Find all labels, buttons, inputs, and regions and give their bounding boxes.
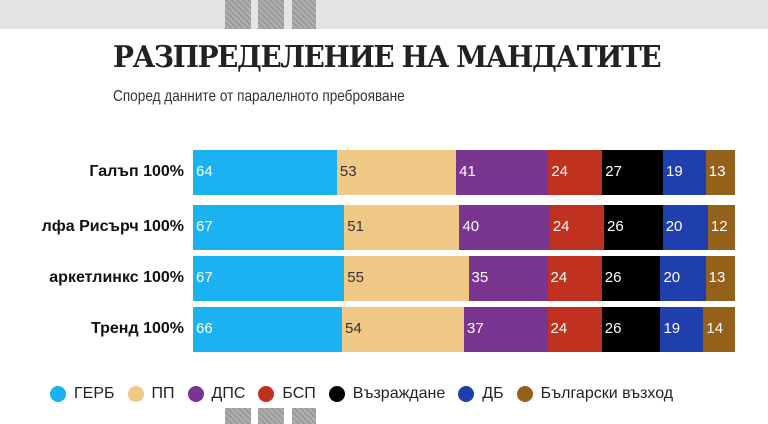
bar-segment: 41	[456, 150, 549, 195]
bar-segment: 12	[707, 205, 735, 250]
data-label: 26	[604, 269, 622, 286]
bar-segment: 55	[344, 256, 469, 301]
legend-item: ДПС	[187, 385, 246, 403]
data-label: 20	[665, 218, 683, 235]
watermark-block	[292, 0, 316, 29]
bar-segment: 13	[705, 256, 735, 301]
legend-dot-icon	[516, 386, 533, 402]
legend-dot-icon	[458, 386, 475, 402]
legend-label: ГЕРБ	[74, 385, 115, 402]
bar-segment: 37	[464, 307, 548, 352]
bar-segment: 54	[342, 307, 464, 352]
data-label: 40	[462, 218, 480, 235]
legend-dot-icon	[50, 386, 66, 402]
bar-segment: 20	[660, 256, 706, 301]
watermark-block	[292, 408, 316, 424]
data-label: 13	[708, 269, 726, 286]
bar-segment: 53	[336, 150, 457, 195]
watermark-block	[258, 0, 284, 29]
legend-label: ПП	[151, 385, 175, 402]
data-label: 12	[710, 218, 728, 235]
row-label: лфа Рисърч 100%	[41, 218, 184, 235]
bar-segment: 26	[601, 307, 661, 352]
watermark-block	[225, 0, 251, 29]
row-label: Галъп 100%	[89, 163, 184, 180]
data-label: 26	[607, 218, 624, 235]
data-label: 64	[196, 163, 213, 180]
bar-segment: 24	[547, 256, 602, 301]
bar-segment: 20	[662, 205, 708, 250]
data-label: 24	[551, 163, 569, 180]
data-label: 54	[345, 320, 362, 337]
bar-segment: 24	[547, 307, 602, 352]
row-label: аркетлинкс 100%	[49, 269, 184, 286]
data-label: 24	[550, 269, 568, 286]
data-label: 19	[666, 163, 683, 180]
legend-label: Възраждане	[352, 385, 446, 402]
data-label: 53	[339, 163, 357, 180]
bar-segment: 67	[193, 205, 345, 250]
bar-segment: 64	[193, 150, 337, 195]
bar-segment: 26	[604, 205, 663, 250]
legend-label: БСП	[282, 385, 316, 402]
bar-segment: 24	[549, 205, 604, 250]
bar-segment: 66	[193, 307, 343, 352]
legend-item: ПП	[127, 385, 175, 403]
bar-segment: 27	[602, 150, 664, 195]
legend-dot-icon	[258, 386, 275, 402]
data-label: 24	[550, 320, 568, 337]
data-label: 14	[706, 320, 724, 337]
data-label: 13	[708, 163, 726, 180]
row-label: Тренд 100%	[90, 320, 184, 337]
data-label: 55	[347, 269, 364, 286]
data-label: 20	[663, 269, 681, 286]
legend-item: ГЕРБ	[50, 385, 115, 403]
data-label: 27	[605, 163, 622, 180]
legend-item: БСП	[258, 385, 316, 403]
bar-segment: 26	[601, 256, 661, 301]
legend-item: ДБ	[458, 385, 504, 403]
bar-segment: 13	[705, 150, 735, 195]
legend-dot-icon	[127, 386, 144, 402]
bar-segment: 14	[703, 307, 735, 352]
watermark-block	[225, 408, 251, 424]
legend-label: ДБ	[482, 385, 504, 402]
bar-segment: 35	[468, 256, 548, 301]
data-label: 24	[552, 218, 570, 235]
bar-segment: 51	[344, 205, 460, 250]
bar-segment: 19	[663, 150, 706, 195]
legend: ГЕРБ ПП ДПС БСП Възраждане ДБ Български възход	[50, 385, 686, 403]
legend-label: ДПС	[211, 385, 246, 402]
data-label: 19	[663, 320, 681, 337]
bar-segment: 40	[459, 205, 550, 250]
chart-subtitle: Според данните от паралелното преброяван…	[113, 88, 405, 105]
data-label: 67	[196, 218, 213, 235]
legend-dot-icon	[187, 386, 204, 402]
data-label: 41	[459, 163, 476, 180]
top-band	[0, 0, 768, 29]
bar-segment: 24	[548, 150, 603, 195]
data-label: 67	[196, 269, 213, 286]
legend-item: Възраждане	[328, 385, 446, 403]
bar-segment: 19	[660, 307, 704, 352]
data-label: 35	[471, 269, 489, 286]
watermark-block	[258, 408, 284, 424]
legend-item: Български възход	[516, 385, 674, 403]
legend-label: Български възход	[540, 385, 674, 402]
data-label: 51	[347, 218, 364, 235]
bar-segment: 67	[193, 256, 345, 301]
chart-title: РАЗПРЕДЕЛЕНИЕ НА МАНДАТИТЕ	[113, 40, 662, 75]
data-label: 66	[196, 320, 213, 337]
data-label: 37	[467, 320, 484, 337]
legend-dot-icon	[328, 386, 345, 402]
data-label: 26	[604, 320, 622, 337]
